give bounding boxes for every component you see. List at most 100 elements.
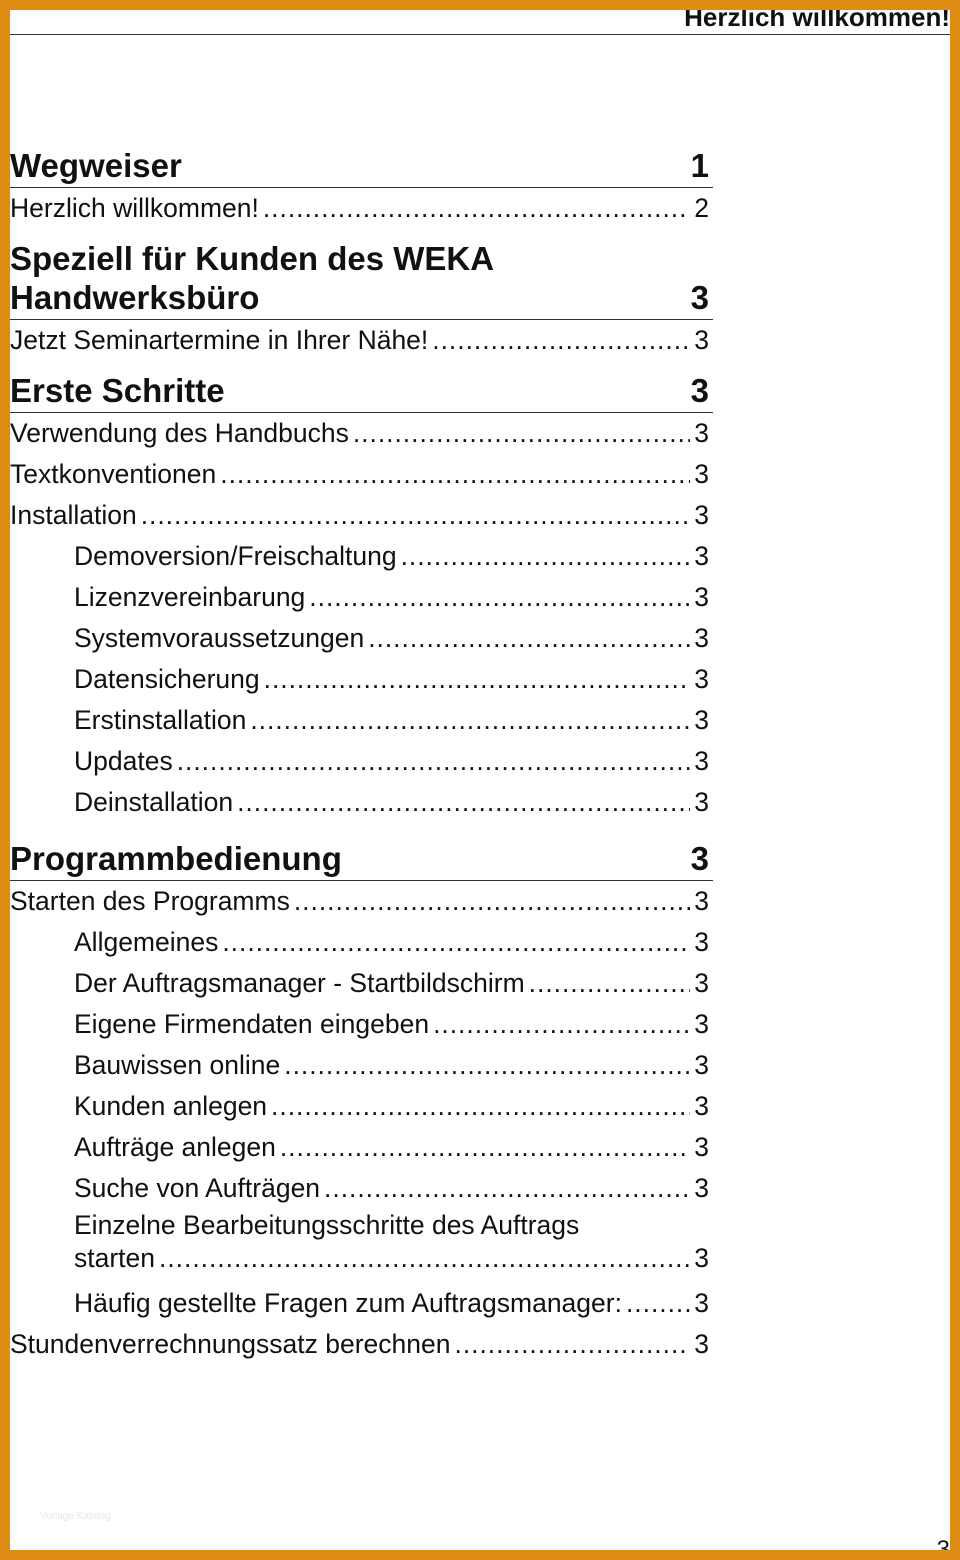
toc-entry-page: 3: [694, 927, 709, 957]
toc-subentry[interactable]: Häufig gestellte Fragen zum Auftragsmana…: [10, 1283, 713, 1324]
toc-heading-title: Programmbedienung: [10, 840, 342, 877]
toc-entry-title-continued: starten: [74, 1243, 156, 1273]
toc-subentry[interactable]: Suche von Aufträgen 3: [10, 1168, 713, 1209]
dot-leader: [455, 1324, 691, 1365]
toc-entry-title: Jetzt Seminartermine in Ihrer Nähe!: [10, 325, 429, 355]
toc-heading-page: 1: [690, 147, 709, 184]
toc-entry-title: Erstinstallation: [74, 705, 247, 735]
toc-entry-title: Häufig gestellte Fragen zum Auftragsmana…: [74, 1288, 622, 1318]
toc-subentry[interactable]: Datensicherung 3: [10, 659, 713, 700]
dot-leader: [432, 320, 690, 361]
dot-leader: [284, 1045, 690, 1086]
toc-entry-page: 3: [694, 1091, 709, 1121]
toc-entry[interactable]: Jetzt Seminartermine in Ihrer Nähe! 3: [10, 320, 713, 361]
dot-leader: [250, 700, 690, 741]
toc-entry-page: 3: [694, 459, 709, 489]
toc-entry-title-line2-row: starten 3: [74, 1242, 713, 1283]
toc-entry-title: Verwendung des Handbuchs: [10, 418, 349, 448]
toc-entry-page: 3: [694, 664, 709, 694]
dot-leader: [433, 1004, 690, 1045]
dot-leader: [401, 536, 691, 577]
toc-heading[interactable]: Wegweiser 1: [10, 146, 713, 188]
dot-leader: [626, 1283, 690, 1324]
toc-entry-page: 2: [694, 193, 709, 223]
toc-entry[interactable]: Starten des Programms 3: [10, 881, 713, 922]
toc-entry[interactable]: Verwendung des Handbuchs 3: [10, 413, 713, 454]
toc-subentry[interactable]: Bauwissen online 3: [10, 1045, 713, 1086]
dot-leader: [309, 577, 690, 618]
toc-heading-title: Erste Schritte: [10, 372, 225, 409]
dot-leader: [280, 1127, 690, 1168]
dot-leader: [294, 881, 690, 922]
dot-leader: [529, 963, 691, 1004]
dot-leader: [324, 1168, 690, 1209]
toc-entry-page: 3: [694, 623, 709, 653]
toc-entry-page: 3: [694, 500, 709, 530]
toc-subentry[interactable]: Der Auftragsmanager - Startbildschirm 3: [10, 963, 713, 1004]
toc-entry-page: 3: [694, 1009, 709, 1039]
toc-entry-title: Aufträge anlegen: [74, 1132, 276, 1162]
toc-entry-title: Datensicherung: [74, 664, 260, 694]
dot-leader: [264, 659, 691, 700]
toc-entry-page: 3: [694, 1050, 709, 1080]
toc-subentry[interactable]: Kunden anlegen 3: [10, 1086, 713, 1127]
toc-entry-page: 3: [694, 968, 709, 998]
toc-entry[interactable]: Textkonventionen 3: [10, 454, 713, 495]
toc-entry-page: 3: [694, 1243, 709, 1273]
toc-entry[interactable]: Stundenverrechnungssatz berechnen 3: [10, 1324, 713, 1365]
toc-entry[interactable]: Installation 3: [10, 495, 713, 536]
toc-entry-title: Starten des Programms: [10, 886, 290, 916]
toc-entry-title: Eigene Firmendaten eingeben: [74, 1009, 430, 1039]
toc-entry-page: 3: [694, 746, 709, 776]
toc-entry-title: Updates: [74, 746, 173, 776]
toc-entry[interactable]: Herzlich willkommen! 2: [10, 188, 713, 229]
header-rule: [10, 34, 950, 35]
toc-entry-title: Der Auftragsmanager - Startbildschirm: [74, 968, 525, 998]
dot-leader: [220, 454, 690, 495]
toc-entry-title: Installation: [10, 500, 137, 530]
toc-subentry[interactable]: Demoversion/Freischaltung 3: [10, 536, 713, 577]
toc-heading[interactable]: Speziell für Kunden des WEKA Handwerksbü…: [10, 239, 713, 320]
toc-subentry[interactable]: Systemvoraussetzungen 3: [10, 618, 713, 659]
dot-leader: [353, 413, 690, 454]
dot-leader: [141, 495, 691, 536]
toc-entry-title: Lizenzvereinbarung: [74, 582, 306, 612]
toc-subentry[interactable]: Updates 3: [10, 741, 713, 782]
running-header: Herzlich willkommen!: [684, 2, 950, 32]
dot-leader: [263, 188, 690, 229]
toc-subentry[interactable]: Erstinstallation 3: [10, 700, 713, 741]
dot-leader: [222, 922, 690, 963]
toc-entry-title: Herzlich willkommen!: [10, 193, 259, 223]
toc-entry-title: Einzelne Bearbeitungsschritte des Auftra…: [74, 1210, 580, 1240]
dot-leader: [177, 741, 691, 782]
toc-entry-page: 3: [694, 787, 709, 817]
toc-heading-page: 3: [690, 840, 709, 877]
toc-entry-page: 3: [694, 582, 709, 612]
toc-subentry[interactable]: Lizenzvereinbarung 3: [10, 577, 713, 618]
toc-entry-page: 3: [694, 541, 709, 571]
dot-leader: [368, 618, 690, 659]
toc-subentry[interactable]: Eigene Firmendaten eingeben 3: [10, 1004, 713, 1045]
toc-entry-title: Textkonventionen: [10, 459, 217, 489]
toc-heading-title: Speziell für Kunden des WEKA Handwerksbü…: [10, 240, 493, 316]
toc-entry-title: Kunden anlegen: [74, 1091, 268, 1121]
toc-subentry[interactable]: Allgemeines 3: [10, 922, 713, 963]
toc-entry-title: Allgemeines: [74, 927, 219, 957]
toc-heading-page: 3: [690, 372, 709, 409]
toc-subentry[interactable]: Deinstallation 3: [10, 782, 713, 823]
table-of-contents: Wegweiser 1 Herzlich willkommen! 2 Spezi…: [10, 146, 713, 1365]
toc-subentry[interactable]: Einzelne Bearbeitungsschritte des Auftra…: [10, 1209, 713, 1283]
toc-heading-page: 3: [690, 279, 709, 316]
dot-leader: [271, 1086, 690, 1127]
toc-entry-page: 3: [694, 886, 709, 916]
toc-entry-page: 3: [694, 1132, 709, 1162]
toc-heading[interactable]: Erste Schritte 3: [10, 371, 713, 413]
dot-leader: [159, 1242, 690, 1275]
toc-heading[interactable]: Programmbedienung 3: [10, 839, 713, 881]
toc-subentry[interactable]: Aufträge anlegen 3: [10, 1127, 713, 1168]
toc-entry-title: Systemvoraussetzungen: [74, 623, 365, 653]
toc-entry-title: Demoversion/Freischaltung: [74, 541, 397, 571]
toc-entry-title: Deinstallation: [74, 787, 234, 817]
watermark: Vorlage Katalog: [40, 1511, 111, 1522]
